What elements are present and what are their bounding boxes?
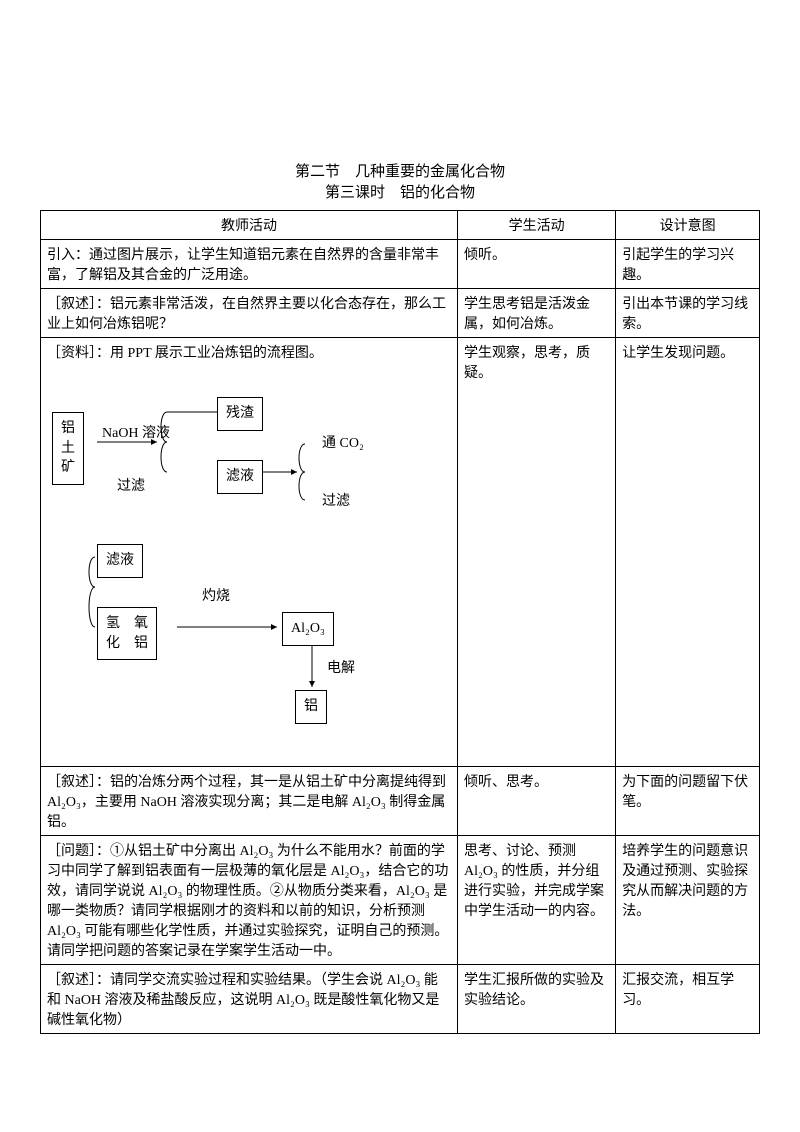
flowchart-diagram: 铝土矿 NaOH 溶液 过滤 残渣 滤液 通 CO₂ 过滤 滤液 氢 氧化 铝 … <box>47 382 447 752</box>
cell-teacher-diagram: ［资料］：用 PPT 展示工业冶炼铝的流程图。 <box>41 338 458 767</box>
label-co2: 通 CO₂ <box>322 432 364 452</box>
table-row-diagram: ［资料］：用 PPT 展示工业冶炼铝的流程图。 <box>41 338 760 767</box>
table-row: ［叙述］：请同学交流实验过程和实验结果。（学生会说 Al₂O₃ 能和 NaOH … <box>41 965 760 1034</box>
cell-student: 学生思考铝是活泼金属，如何冶炼。 <box>458 289 616 338</box>
cell-teacher: 引入：通过图片展示，让学生知道铝元素在自然界的含量非常丰富，了解铝及其合金的广泛… <box>41 240 458 289</box>
lesson-title: 第三课时 铝的化合物 <box>40 181 760 202</box>
cell-intent: 为下面的问题留下伏笔。 <box>616 767 760 836</box>
label-filter2: 过滤 <box>322 490 350 510</box>
cell-intent: 培养学生的问题意识及通过预测、实验探究从而解决问题的方法。 <box>616 836 760 965</box>
cell-student: 倾听、思考。 <box>458 767 616 836</box>
node-aloh: 氢 氧化 铝 <box>97 607 157 660</box>
cell-teacher: ［叙述］：请同学交流实验过程和实验结果。（学生会说 Al₂O₃ 能和 NaOH … <box>41 965 458 1034</box>
cell-student: 学生观察，思考，质疑。 <box>458 338 616 767</box>
header-row: 教师活动 学生活动 设计意图 <box>41 211 760 240</box>
cell-student: 倾听。 <box>458 240 616 289</box>
node-al: 铝 <box>295 690 327 724</box>
label-filter1: 过滤 <box>117 475 145 495</box>
node-filtrate1: 滤液 <box>217 460 263 494</box>
header-intent: 设计意图 <box>616 211 760 240</box>
node-al2o3: Al₂O₃ <box>282 612 334 646</box>
label-electrolysis: 电解 <box>327 657 355 677</box>
section-title: 第二节 几种重要的金属化合物 <box>40 160 760 181</box>
cell-student: 学生汇报所做的实验及实验结论。 <box>458 965 616 1034</box>
diagram-intro: ［资料］：用 PPT 展示工业冶炼铝的流程图。 <box>47 342 451 362</box>
table-row: ［叙述］：铝的冶炼分两个过程，其一是从铝土矿中分离提纯得到 Al₂O₃，主要用 … <box>41 767 760 836</box>
node-residue: 残渣 <box>217 397 263 431</box>
cell-intent: 让学生发现问题。 <box>616 338 760 767</box>
cell-intent: 汇报交流，相互学习。 <box>616 965 760 1034</box>
table-row: ［问题］：①从铝土矿中分离出 Al₂O₃ 为什么不能用水？前面的学习中同学了解到… <box>41 836 760 965</box>
lesson-table: 教师活动 学生活动 设计意图 引入：通过图片展示，让学生知道铝元素在自然界的含量… <box>40 210 760 1034</box>
cell-teacher: ［叙述］：铝的冶炼分两个过程，其一是从铝土矿中分离提纯得到 Al₂O₃，主要用 … <box>41 767 458 836</box>
cell-student: 思考、讨论、预测 Al₂O₃ 的性质，并分组进行实验，并完成学案中学生活动一的内… <box>458 836 616 965</box>
table-row: 引入：通过图片展示，让学生知道铝元素在自然界的含量非常丰富，了解铝及其合金的广泛… <box>41 240 760 289</box>
header-teacher: 教师活动 <box>41 211 458 240</box>
node-ore: 铝土矿 <box>52 412 84 485</box>
node-filtrate2: 滤液 <box>97 544 143 578</box>
cell-teacher: ［叙述］：铝元素非常活泼，在自然界主要以化合态存在，那么工业上如何冶炼铝呢？ <box>41 289 458 338</box>
cell-teacher: ［问题］：①从铝土矿中分离出 Al₂O₃ 为什么不能用水？前面的学习中同学了解到… <box>41 836 458 965</box>
cell-intent: 引起学生的学习兴趣。 <box>616 240 760 289</box>
label-burn: 灼烧 <box>202 585 230 605</box>
header-student: 学生活动 <box>458 211 616 240</box>
label-naoh: NaOH 溶液 <box>102 422 170 442</box>
table-row: ［叙述］：铝元素非常活泼，在自然界主要以化合态存在，那么工业上如何冶炼铝呢？ 学… <box>41 289 760 338</box>
cell-intent: 引出本节课的学习线索。 <box>616 289 760 338</box>
